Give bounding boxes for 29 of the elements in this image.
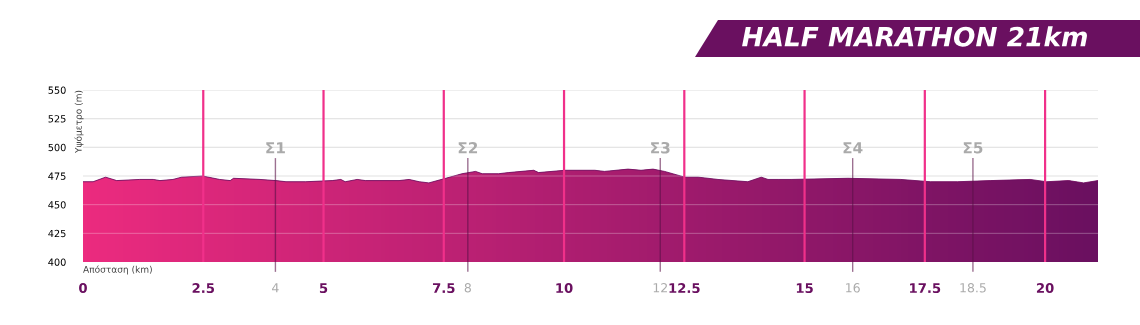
ref-line-label: Σ2	[458, 141, 478, 154]
x-tick-label: 16	[846, 283, 860, 293]
y-tick-label: 450	[48, 201, 66, 209]
ref-line-label: Σ1	[266, 142, 285, 154]
ref-line-label: Σ3	[651, 141, 670, 154]
x-tick-label: 10	[556, 283, 573, 294]
x-tick-label: 20	[1036, 283, 1054, 294]
y-tick-label: 475	[48, 172, 66, 180]
chart-title: HALF MARATHON 21km	[742, 26, 1087, 47]
x-tick-label: 2.5	[192, 283, 215, 294]
x-tick-label: 4	[272, 283, 279, 293]
y-axis-title: Υψόμετρο (m)	[74, 90, 84, 154]
y-tick-label: 500	[48, 143, 66, 152]
x-tick-label: 15	[796, 283, 813, 294]
x-tick-label: 5	[319, 283, 328, 294]
x-tick-label: 12.5	[669, 283, 700, 294]
x-tick-label: 18.5	[960, 283, 986, 293]
y-tick-label: 425	[48, 229, 66, 238]
ref-line-label: Σ4	[843, 142, 863, 154]
x-tick-label: 0	[79, 283, 87, 294]
x-tick-label: 8	[464, 283, 471, 293]
ref-line-label: Σ5	[963, 142, 983, 154]
y-tick-label: 400	[48, 258, 66, 266]
y-tick-label: 525	[48, 115, 66, 123]
x-tick-label: 17.5	[910, 283, 941, 294]
x-axis-title: Απόσταση (km)	[83, 265, 152, 275]
x-tick-label: 12	[653, 283, 667, 293]
y-tick-label: 550	[48, 86, 66, 94]
x-tick-label: 7.5	[432, 283, 455, 294]
